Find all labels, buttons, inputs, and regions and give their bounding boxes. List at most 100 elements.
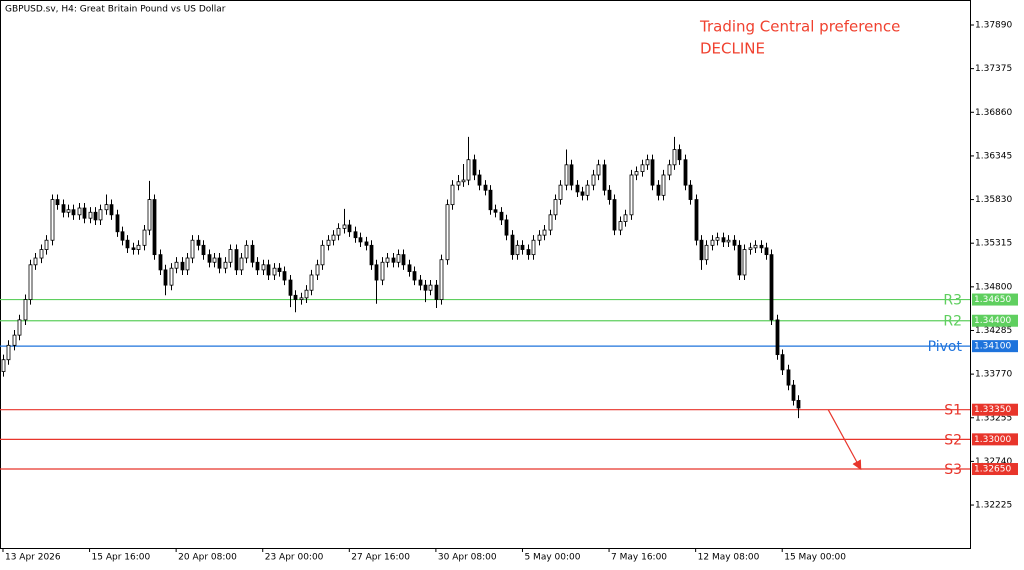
candle-body bbox=[683, 159, 688, 186]
candle-body bbox=[50, 199, 55, 241]
candle-body bbox=[353, 231, 358, 239]
candle-body bbox=[212, 257, 217, 263]
candle-body bbox=[169, 267, 174, 286]
candle-body bbox=[423, 284, 428, 291]
candle-body bbox=[217, 257, 222, 269]
candle-body bbox=[412, 271, 417, 281]
candle-body bbox=[391, 257, 396, 263]
candle-body bbox=[623, 214, 628, 222]
candle-body bbox=[66, 209, 71, 213]
candle-body bbox=[104, 204, 109, 211]
candle-body bbox=[672, 149, 677, 166]
candle-body bbox=[661, 174, 666, 196]
candle-body bbox=[185, 257, 190, 271]
candle-body bbox=[331, 234, 336, 241]
candle-body bbox=[456, 181, 461, 186]
candle-body bbox=[434, 284, 439, 300]
candle-body bbox=[699, 239, 704, 261]
candle-body bbox=[201, 244, 206, 256]
candle-body bbox=[510, 234, 515, 256]
candle-body bbox=[520, 244, 525, 250]
candle-body bbox=[180, 261, 185, 271]
x-tick-label: 5 May 00:00 bbox=[524, 553, 580, 563]
candle-body bbox=[347, 224, 352, 233]
level-label-box bbox=[972, 403, 1018, 416]
candle-body bbox=[466, 159, 471, 181]
candle-body bbox=[250, 244, 255, 263]
y-tick-label: 1.36345 bbox=[975, 151, 1012, 161]
candle-body bbox=[585, 184, 590, 196]
candle-body bbox=[98, 209, 103, 221]
candle-body bbox=[721, 237, 726, 243]
candle-body bbox=[23, 299, 28, 321]
candle-body bbox=[82, 207, 87, 219]
level-name: Pivot bbox=[928, 339, 963, 355]
candle-body bbox=[472, 159, 477, 176]
y-tick-label: 1.36860 bbox=[975, 108, 1012, 118]
candle-body bbox=[499, 211, 504, 221]
y-tick-label: 1.35315 bbox=[975, 239, 1012, 249]
candle-body bbox=[493, 209, 498, 213]
candle-body bbox=[342, 224, 347, 229]
candle-body bbox=[309, 274, 314, 291]
candle-body bbox=[207, 254, 212, 263]
forecast-arrow bbox=[827, 409, 862, 471]
candle-body bbox=[726, 239, 731, 243]
candle-body bbox=[769, 254, 774, 321]
candle-body bbox=[640, 164, 645, 172]
candle-body bbox=[445, 204, 450, 261]
candle-body bbox=[228, 249, 233, 263]
candle-body bbox=[261, 264, 266, 271]
candle-body bbox=[439, 259, 444, 300]
candle-body bbox=[55, 199, 60, 206]
candle-body bbox=[358, 237, 363, 243]
candle-body bbox=[515, 244, 520, 256]
candle-body bbox=[239, 257, 244, 271]
candle-body bbox=[369, 244, 374, 266]
level-label: 1.32650 bbox=[974, 465, 1011, 475]
candle-body bbox=[77, 207, 82, 216]
candle-body bbox=[109, 204, 114, 216]
candle-body bbox=[607, 189, 612, 200]
candle-body bbox=[504, 219, 509, 236]
x-tick-label: 20 Apr 08:00 bbox=[178, 553, 237, 563]
candle-body bbox=[553, 199, 558, 216]
candle-body bbox=[531, 239, 536, 256]
candle-body bbox=[548, 214, 553, 231]
candle-body bbox=[196, 239, 201, 246]
candle-body bbox=[688, 184, 693, 200]
candle-body bbox=[629, 174, 634, 216]
candle-body bbox=[775, 319, 780, 356]
candle-body bbox=[677, 149, 682, 161]
level-name: S1 bbox=[944, 403, 962, 419]
candle-body bbox=[320, 244, 325, 266]
candle-body bbox=[645, 159, 650, 166]
y-tick-label: 1.33255 bbox=[975, 413, 1012, 423]
level-name: R2 bbox=[943, 314, 962, 330]
annotation: Trading Central preference bbox=[699, 18, 900, 36]
candle-body bbox=[255, 261, 260, 271]
candle-body bbox=[6, 344, 11, 361]
candle-body bbox=[120, 231, 125, 241]
candle-body bbox=[526, 249, 531, 256]
candle-body bbox=[364, 241, 369, 246]
candle-body bbox=[152, 199, 157, 256]
candle-body bbox=[142, 229, 147, 246]
candle-body bbox=[396, 254, 401, 263]
y-tick-label: 1.33770 bbox=[975, 370, 1012, 380]
level-label-box bbox=[972, 433, 1018, 446]
candle-body bbox=[418, 279, 423, 286]
candle-body bbox=[315, 264, 320, 276]
x-tick-label: 15 May 00:00 bbox=[784, 553, 846, 563]
candle-body bbox=[612, 199, 617, 231]
y-tick-label: 1.32225 bbox=[975, 501, 1012, 511]
candle-body bbox=[748, 247, 753, 250]
candle-body bbox=[44, 239, 49, 250]
candle-body bbox=[385, 257, 390, 263]
candle-body bbox=[753, 244, 758, 249]
y-tick-label: 1.35830 bbox=[975, 195, 1012, 205]
candle-body bbox=[558, 184, 563, 200]
candle-body bbox=[591, 174, 596, 186]
level-label: 1.33000 bbox=[974, 435, 1011, 445]
